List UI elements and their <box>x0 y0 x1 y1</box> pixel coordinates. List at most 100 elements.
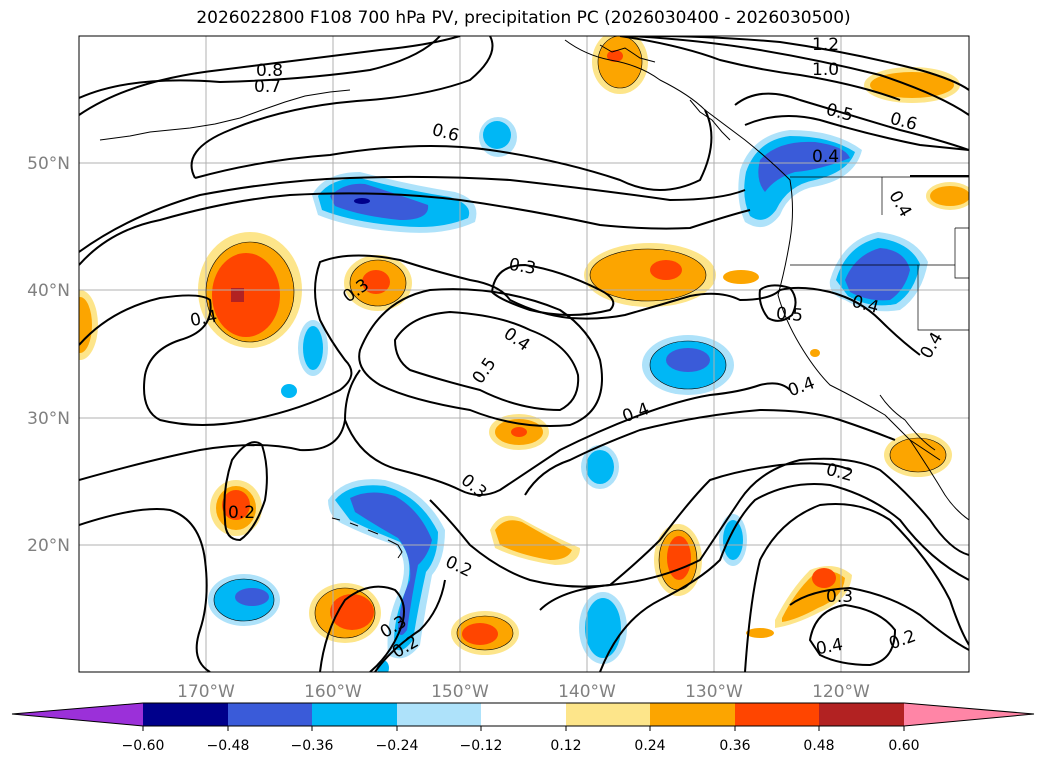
lat-label-50n: 50°N <box>27 154 70 174</box>
contour-line <box>319 585 405 672</box>
precip-blob <box>483 121 511 149</box>
precip-blob <box>845 248 910 301</box>
colorbar-segment <box>819 703 904 726</box>
lat-label-30n: 30°N <box>27 409 70 429</box>
contour-line <box>734 92 969 151</box>
colorbar-extend-high <box>904 703 1034 726</box>
precip-blob <box>723 270 759 284</box>
precip-blob <box>222 490 250 520</box>
plot-frame <box>78 35 970 673</box>
precip-blob <box>495 520 572 560</box>
contour-label: 1.0 <box>812 60 839 80</box>
outline-ellipse <box>349 259 407 307</box>
precip-blob <box>79 297 92 353</box>
precip-blob <box>667 536 691 580</box>
outline-ellipse <box>314 587 376 639</box>
contour-label: 0.2 <box>442 552 475 582</box>
colorbar-tick-label: −0.36 <box>291 738 334 754</box>
latitude-labels: 50°N 40°N 30°N 20°N <box>27 154 70 556</box>
precip-positive-areas <box>79 36 969 655</box>
outline-ellipse <box>213 578 275 622</box>
precip-blob <box>746 628 774 638</box>
colorbar-tick-labels: −0.60 −0.48 −0.36 −0.24 −0.12 0.12 0.24 … <box>122 738 920 754</box>
lon-label-170w: 170°W <box>177 682 235 702</box>
coastline-path <box>909 439 969 521</box>
colorbar-segment <box>735 703 819 726</box>
contour-label: 0.6 <box>430 120 461 146</box>
contour-line <box>358 288 603 427</box>
colorbar: −0.60 −0.48 −0.36 −0.24 −0.12 0.12 0.24 … <box>11 702 1035 754</box>
contour-line <box>539 457 969 611</box>
lon-label-160w: 160°W <box>304 682 362 702</box>
contour-line <box>79 369 361 481</box>
outline-ellipse <box>597 36 643 89</box>
contour-line <box>599 483 969 672</box>
contour-label: 0.8 <box>256 61 283 81</box>
precip-blob <box>462 623 498 645</box>
colorbar-extend-low <box>12 703 143 726</box>
precip-blob <box>586 450 614 484</box>
precip-blob <box>281 384 297 398</box>
contour-line <box>223 441 268 542</box>
longitude-labels: 170°W 160°W 150°W 140°W 130°W 120°W <box>177 682 870 702</box>
figure-title: 2026022800 F108 700 hPa PV, precipitatio… <box>196 8 851 28</box>
contour-label: 0.3 <box>826 587 853 607</box>
contour-line <box>744 115 969 151</box>
coastline <box>99 39 969 559</box>
precip-negative-areas <box>208 117 928 672</box>
precip-blob <box>650 260 682 280</box>
colorbar-tick-label: −0.60 <box>122 738 165 754</box>
lon-label-120w: 120°W <box>812 682 870 702</box>
coastline-path <box>331 517 403 559</box>
lat-label-20n: 20°N <box>27 536 70 556</box>
contour-label: 0.2 <box>824 460 855 486</box>
lon-label-130w: 130°W <box>685 682 743 702</box>
colorbar-tick-label: 0.36 <box>719 738 750 754</box>
contour-label: 0.5 <box>469 354 501 388</box>
precip-blob <box>303 326 323 370</box>
contour-line <box>524 408 896 496</box>
colorbar-tick-label: 0.24 <box>634 738 665 754</box>
precip-blob <box>590 249 706 301</box>
colorbar-segment <box>397 703 481 726</box>
precip-blob <box>330 594 374 630</box>
coastline-path <box>99 89 351 141</box>
contour-label: 0.4 <box>814 635 844 659</box>
contour-label: 0.7 <box>254 77 281 97</box>
lon-label-150w: 150°W <box>431 682 489 702</box>
precip-blob <box>758 141 850 192</box>
colorbar-tick-label: −0.12 <box>460 738 503 754</box>
colorbar-segment <box>312 703 397 726</box>
contour-line <box>393 310 580 412</box>
contour-label: 0.3 <box>457 470 491 503</box>
contour-line <box>194 109 713 191</box>
colorbar-segment <box>228 703 312 726</box>
contour-line <box>79 36 461 116</box>
contour-line <box>429 462 851 588</box>
contour-line <box>808 603 897 667</box>
coastline-path <box>599 44 656 63</box>
contour-line <box>374 579 446 672</box>
outline-ellipse <box>205 241 295 343</box>
precip-blob <box>212 253 280 337</box>
outline-ellipse <box>649 340 727 390</box>
map-plot-area: 0.8 0.7 0.6 1.2 1.0 0.5 0.6 0.4 0.4 0.4 … <box>79 35 969 672</box>
contour-label: 0.2 <box>228 503 255 523</box>
outline-ellipse <box>456 615 514 651</box>
border-path <box>954 227 969 279</box>
contour-line <box>789 586 969 651</box>
precip-blob <box>235 588 269 606</box>
contour-line <box>79 508 211 672</box>
colorbar-ticks <box>142 726 905 731</box>
contour-label: 0.4 <box>812 147 839 167</box>
border-path <box>790 176 969 331</box>
contour-label: 1.2 <box>812 35 839 55</box>
coastline-path <box>689 99 731 141</box>
precip-blob <box>511 427 527 437</box>
contour-label: 0.3 <box>507 255 537 279</box>
outline-ellipse <box>658 529 698 591</box>
colorbar-segment <box>650 703 735 726</box>
colorbar-tick-label: −0.24 <box>376 738 419 754</box>
colorbar-tick-label: 0.60 <box>888 738 919 754</box>
